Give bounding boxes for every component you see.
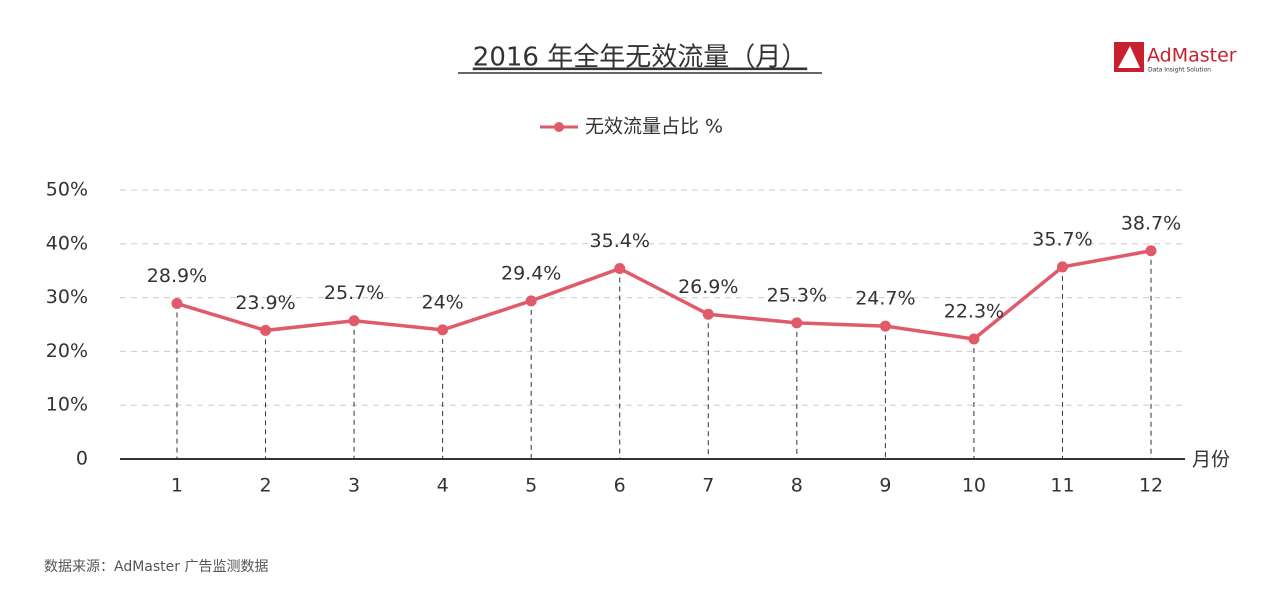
data-label: 25.7%: [324, 282, 384, 304]
x-tick-label: 7: [702, 475, 714, 497]
x-tick-label: 9: [879, 475, 891, 497]
y-tick-label: 0: [76, 448, 88, 470]
data-label: 35.4%: [590, 230, 650, 252]
source-note: 数据来源：AdMaster 广告监测数据: [44, 559, 268, 575]
chart-title: 2016 年全年无效流量（月）: [473, 43, 807, 73]
data-line: [176, 249, 1152, 341]
data-point: [879, 320, 891, 332]
x-tick-label: 6: [614, 475, 626, 497]
data-label: 24%: [422, 291, 464, 313]
data-label: 22.3%: [944, 301, 1004, 323]
data-point: [791, 317, 803, 329]
y-tick-label: 50%: [46, 179, 88, 201]
data-point: [171, 298, 183, 310]
data-label: 28.9%: [147, 265, 207, 287]
x-tick-label: 5: [525, 475, 537, 497]
logo-mark: [1118, 46, 1140, 68]
data-point: [525, 295, 537, 307]
data-point: [1056, 261, 1068, 273]
legend-label: 无效流量占比 %: [585, 116, 723, 138]
x-tick-label: 11: [1050, 475, 1074, 497]
data-point: [614, 263, 626, 275]
data-point: [968, 333, 980, 345]
data-label: 24.7%: [855, 288, 915, 310]
data-point: [1145, 245, 1157, 257]
y-tick-label: 10%: [46, 394, 88, 416]
legend-marker: [554, 122, 564, 132]
data-label: 25.3%: [767, 284, 827, 306]
logo: AdMaster Data Insight Solution: [1114, 42, 1237, 74]
x-tick-label: 1: [171, 475, 183, 497]
data-label: 35.7%: [1032, 228, 1092, 250]
y-tick-label: 40%: [46, 232, 88, 254]
x-tick-label: 8: [791, 475, 803, 497]
data-label: 38.7%: [1121, 212, 1181, 234]
y-tick-label: 20%: [46, 340, 88, 362]
logo-text: AdMaster: [1147, 45, 1237, 67]
x-tick-label: 3: [348, 475, 360, 497]
data-point: [437, 324, 449, 336]
data-label: 26.9%: [678, 276, 738, 298]
data-point: [260, 324, 272, 336]
data-point: [348, 315, 360, 327]
x-tick-label: 10: [962, 475, 986, 497]
x-axis-label: 月份: [1192, 449, 1230, 471]
x-tick-label: 12: [1139, 475, 1163, 497]
data-label: 23.9%: [235, 292, 295, 314]
x-tick-label: 4: [437, 475, 449, 497]
logo-tagline: Data Insight Solution: [1148, 67, 1211, 74]
data-point: [702, 308, 714, 320]
x-tick-label: 2: [259, 475, 271, 497]
y-tick-label: 30%: [46, 286, 88, 308]
data-label: 29.4%: [501, 262, 561, 284]
